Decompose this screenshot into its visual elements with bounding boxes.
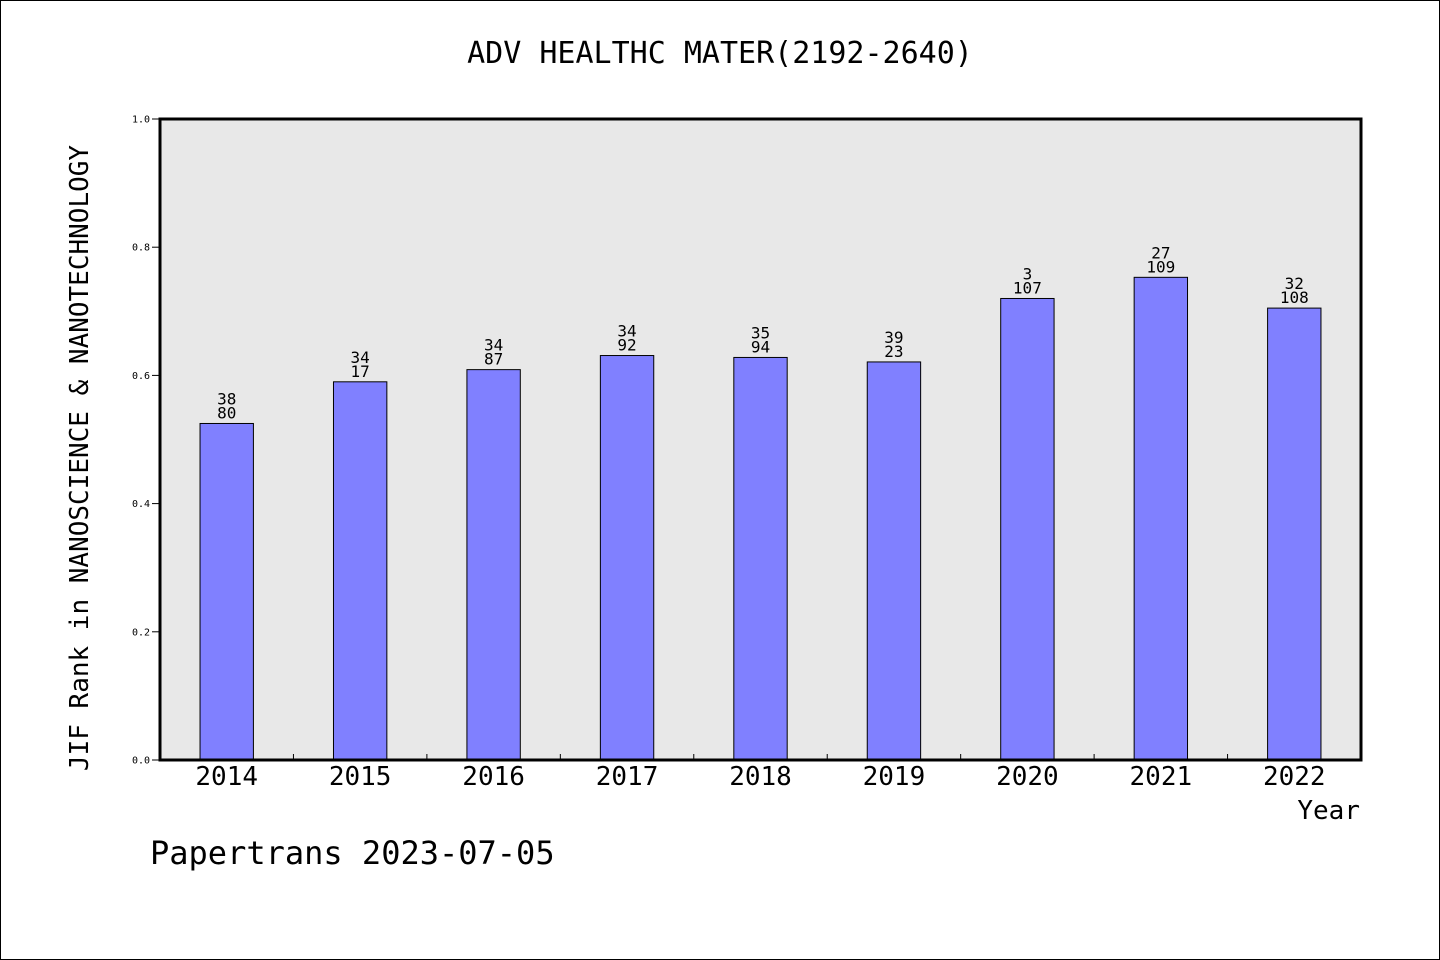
x-tick-label: 2016: [462, 762, 525, 792]
bar-label-bottom: 108: [1280, 288, 1309, 307]
x-tick-label: 2018: [729, 762, 792, 792]
x-tick-label: 2017: [596, 762, 659, 792]
bar-label-top: 34: [351, 348, 370, 367]
bar-label-top: 34: [617, 322, 636, 341]
bar-label-top: 39: [884, 328, 903, 347]
bar-label-bottom: 87: [484, 350, 503, 369]
bar-label-top: 3: [1023, 264, 1033, 283]
bar-2022: [1267, 307, 1322, 761]
plot-border: [158, 117, 1363, 762]
bar-label-top: 32: [1285, 274, 1304, 293]
bar-label-bottom: 23: [884, 342, 903, 361]
y-tick-label: 0.8: [132, 243, 150, 254]
bar-label-top: 34: [484, 336, 503, 355]
y-tick-label: 0.6: [132, 371, 150, 382]
x-tick-label: 2019: [863, 762, 926, 792]
y-tick-label: 0.0: [132, 756, 150, 767]
x-tick-label: 2014: [195, 762, 258, 792]
bar-label-top: 38: [217, 389, 236, 408]
x-tick-label: 2021: [1130, 762, 1193, 792]
x-tick-label: 2020: [996, 762, 1059, 792]
bar-2021: [1133, 276, 1189, 761]
bar-2015: [332, 381, 388, 761]
y-tick-label: 1.0: [132, 115, 150, 126]
bar-label-bottom: 109: [1146, 257, 1175, 276]
x-axis-label: Year: [1297, 796, 1360, 826]
bar-2017: [599, 355, 655, 761]
bar-2014: [199, 422, 254, 761]
x-tick-label: 2022: [1263, 762, 1326, 792]
bar-label-bottom: 92: [617, 336, 636, 355]
y-tick-label: 0.2: [132, 627, 150, 638]
y-axis-label: JIF Rank in NANOSCIENCE & NANOTECHNOLOGY: [65, 144, 95, 772]
bar-label-bottom: 80: [217, 403, 236, 422]
bar-label-bottom: 17: [351, 362, 370, 381]
footer-watermark: Papertrans 2023-07-05: [150, 834, 555, 872]
bar-label-top: 27: [1151, 243, 1170, 262]
bar-2020: [1000, 297, 1055, 761]
bar-label-bottom: 94: [751, 337, 770, 356]
y-tick-label: 0.4: [132, 499, 150, 510]
chart-title: ADV HEALTHC MATER(2192-2640): [467, 36, 973, 71]
bar-2018: [733, 356, 788, 761]
bar-2019: [866, 361, 922, 761]
x-tick-label: 2015: [329, 762, 392, 792]
bar-label-bottom: 107: [1013, 278, 1042, 297]
bar-2016: [466, 369, 521, 761]
bar-label-top: 35: [751, 323, 770, 342]
